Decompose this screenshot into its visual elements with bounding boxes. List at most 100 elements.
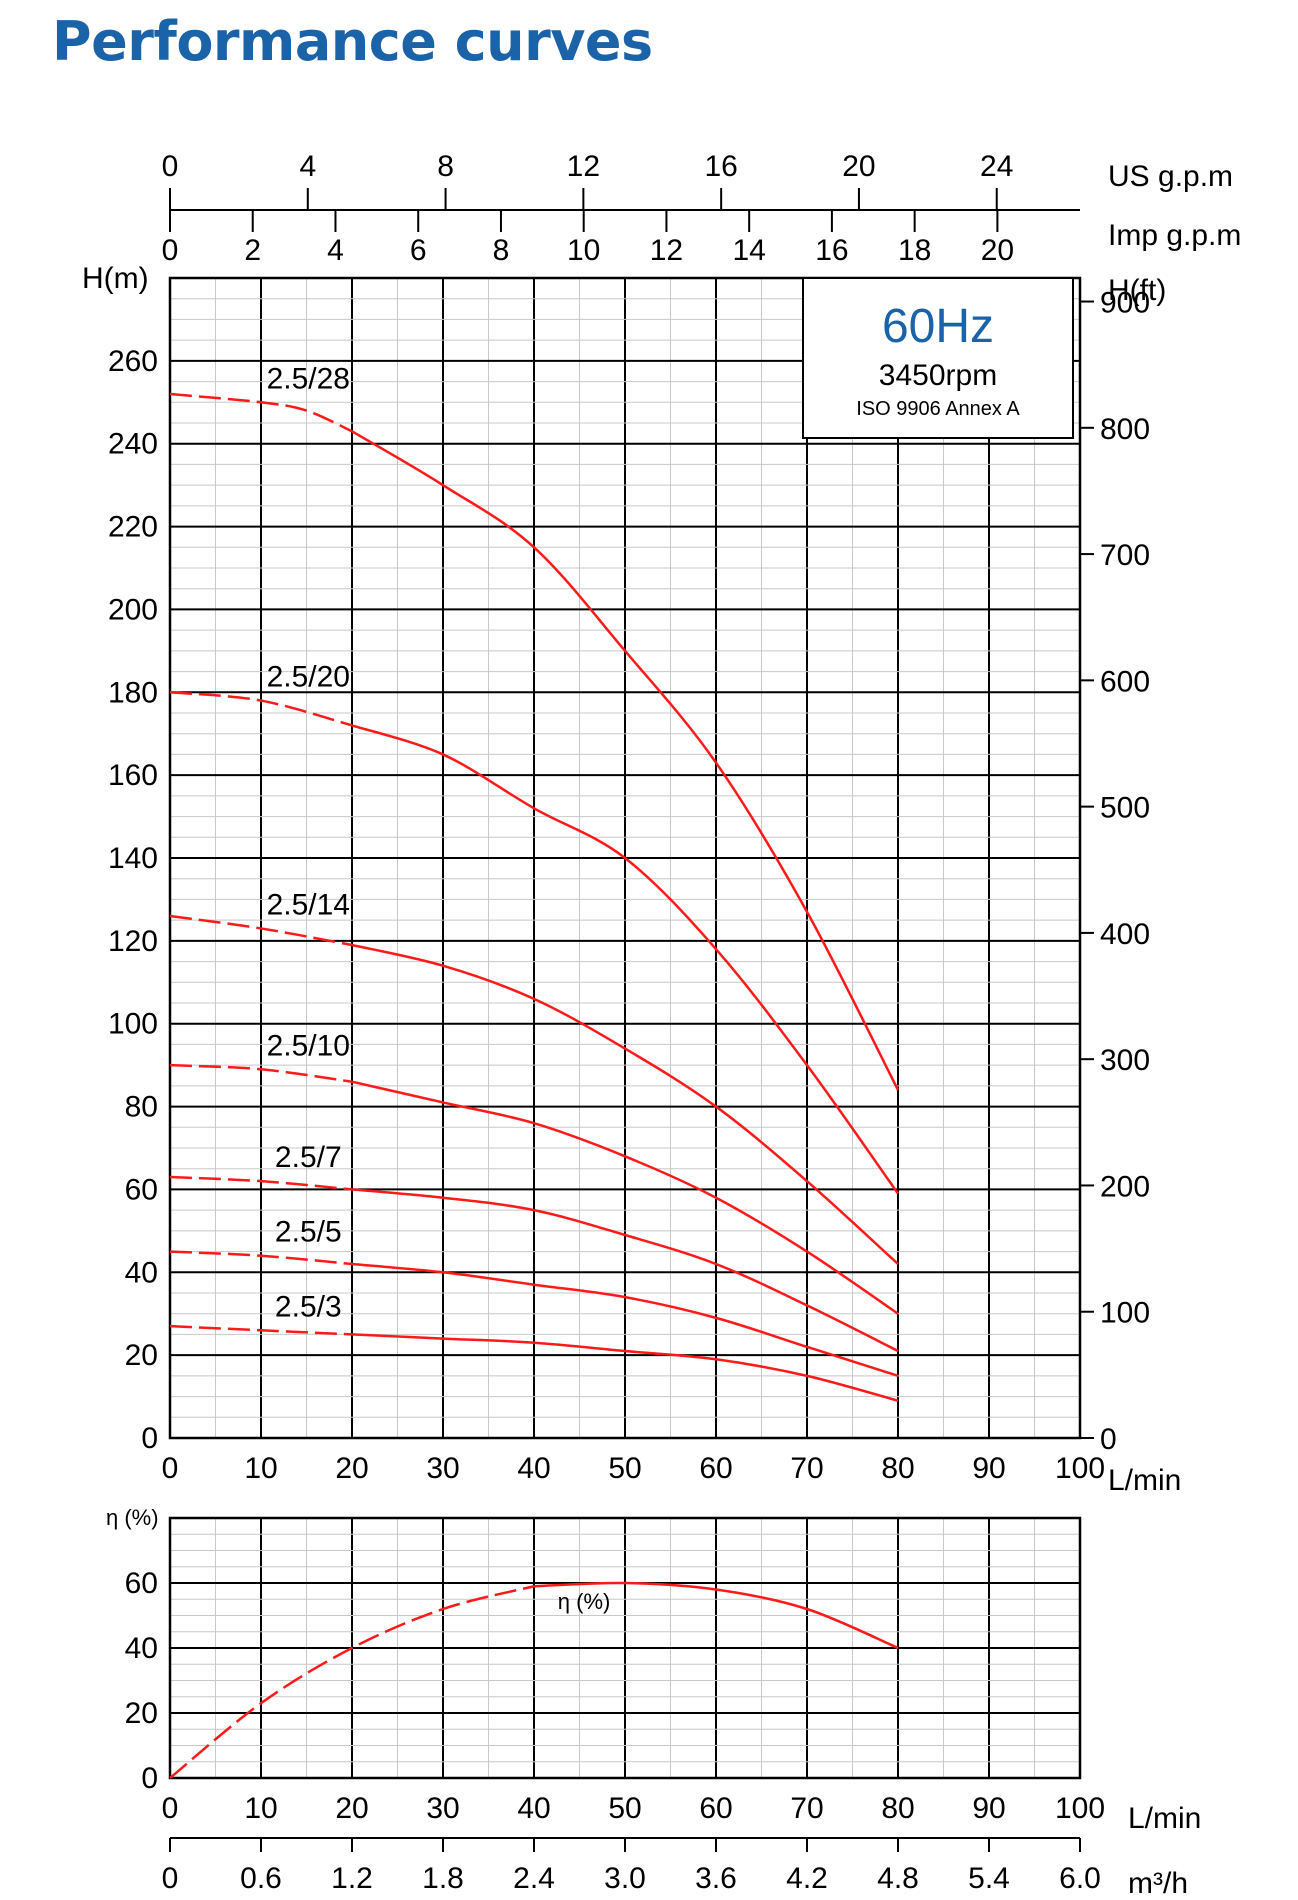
curve-label: 2.5/5: [275, 1216, 342, 1249]
flow-lmin-unit: L/min: [1108, 1464, 1181, 1497]
x-tick-label: 80: [881, 1452, 914, 1485]
curve-2.5-28: [351, 430, 900, 1091]
us-gpm-tick-label: 4: [299, 150, 316, 183]
y-tick-label: 60: [125, 1173, 158, 1206]
y2-tick-label: 900: [1100, 287, 1150, 320]
eff-x-tick-label: 20: [335, 1792, 368, 1825]
y-tick-label: 20: [125, 1339, 158, 1372]
curve-dashed-2.5-20: [169, 691, 353, 727]
curve-label: 2.5/28: [267, 362, 350, 395]
curve-2.5-14: [351, 943, 899, 1265]
curve-label: 2.5/7: [275, 1141, 342, 1174]
m3h-tick-label: 3.0: [604, 1862, 646, 1895]
y-tick-label: 200: [108, 593, 158, 626]
y-tick-label: 220: [108, 511, 158, 544]
y2-tick-label: 800: [1100, 413, 1150, 446]
y2-tick-label: 700: [1100, 539, 1150, 572]
head-curves: 2.5/28 2.5/20 2.5/14 2.5/10 2.5/7 2.5/5 2.5/3: [169, 362, 900, 1402]
y-tick-label: 140: [108, 842, 158, 875]
y-tick-label: 160: [108, 759, 158, 792]
m3h-tick-label: 0: [162, 1862, 179, 1895]
curve-label: 2.5/10: [267, 1029, 350, 1062]
y-tick-label: 180: [108, 676, 158, 709]
y2-tick-label: 100: [1100, 1297, 1150, 1330]
us-gpm-unit: US g.p.m: [1108, 160, 1233, 193]
y-tick-label: 40: [125, 1256, 158, 1289]
head-chart-axes: 0 10 20 30 40 50 60 70 80 90 100020406080100120140…: [108, 287, 1150, 1485]
y-tick-label: 120: [108, 925, 158, 958]
us-gpm-tick-label: 0: [162, 150, 179, 183]
eff-x-tick-label: 0: [162, 1792, 179, 1825]
eff-x-tick-label: 60: [699, 1792, 732, 1825]
flow-m3h-unit: m³/h: [1128, 1867, 1188, 1900]
x-tick-label: 30: [426, 1452, 459, 1485]
curve-dashed-2.5-7: [169, 1175, 353, 1191]
y-tick-label: 0: [141, 1422, 158, 1455]
y-tick-label: 260: [108, 345, 158, 378]
imp-gpm-tick-label: 2: [244, 234, 261, 267]
efficiency-unit: η (%): [106, 1505, 159, 1530]
eff-y-tick-label: 60: [125, 1567, 158, 1600]
imp-gpm-tick-label: 12: [650, 234, 683, 267]
imp-gpm-tick-label: 4: [327, 234, 344, 267]
eff-y-tick-label: 40: [125, 1632, 158, 1665]
curve-dashed-2.5-3: [169, 1324, 353, 1336]
imp-gpm-tick-label: 14: [732, 234, 765, 267]
m3h-tick-label: 1.2: [331, 1862, 373, 1895]
curve-dashed-2.5-14: [169, 914, 353, 947]
efficiency-curve-label: η (%): [558, 1589, 611, 1614]
y2-tick-label: 200: [1100, 1170, 1150, 1203]
us-gpm-tick-label: 16: [704, 150, 737, 183]
m3h-tick-label: 4.8: [877, 1862, 919, 1895]
curve-dashed-2.5-10: [169, 1063, 353, 1083]
top-flow-axes: 0 4 8 12 16 20 240 2 4 6 8 10 12 14 16 18 20: [162, 150, 1080, 267]
x-tick-label: 70: [790, 1452, 823, 1485]
x-tick-label: 60: [699, 1452, 732, 1485]
curve-label: 2.5/20: [267, 661, 350, 694]
us-gpm-tick-label: 24: [980, 150, 1013, 183]
x-tick-label: 0: [162, 1452, 179, 1485]
eff-y-tick-label: 0: [141, 1762, 158, 1795]
imp-gpm-tick-label: 20: [981, 234, 1014, 267]
m3h-tick-label: 6.0: [1059, 1862, 1101, 1895]
eff-x-tick-label: 50: [608, 1792, 641, 1825]
frequency-label: 60Hz: [882, 300, 994, 353]
efficiency-chart-grid: [168, 1516, 1082, 1780]
y2-tick-label: 600: [1100, 665, 1150, 698]
imp-gpm-tick-label: 0: [162, 234, 179, 267]
imp-gpm-tick-label: 8: [493, 234, 510, 267]
m3h-tick-label: 4.2: [786, 1862, 828, 1895]
eff-y-tick-label: 20: [125, 1697, 158, 1730]
page-title: Performance curves: [52, 10, 653, 73]
imp-gpm-tick-label: 10: [567, 234, 600, 267]
curve-dashed-2.5-5: [169, 1250, 353, 1266]
x-tick-label: 20: [335, 1452, 368, 1485]
y-tick-label: 240: [108, 428, 158, 461]
eff-x-tick-label: 30: [426, 1792, 459, 1825]
eff-x-tick-label: 70: [790, 1792, 823, 1825]
plot-frame: [168, 1516, 1082, 1780]
curve-2.5-3: [351, 1333, 899, 1402]
x-tick-label: 50: [608, 1452, 641, 1485]
standard-label: ISO 9906 Annex A: [856, 398, 1020, 420]
plot-frame: [168, 276, 1082, 1440]
efficiency-curve-dashed: [169, 1585, 535, 1779]
head-ft-unit: H(ft): [1108, 274, 1166, 307]
y2-tick-label: 300: [1100, 1044, 1150, 1077]
x-tick-label: 90: [972, 1452, 1005, 1485]
m3h-tick-label: 3.6: [695, 1862, 737, 1895]
y2-tick-label: 500: [1100, 792, 1150, 825]
us-gpm-tick-label: 12: [567, 150, 600, 183]
curve-label: 2.5/14: [267, 888, 350, 921]
us-gpm-tick-label: 8: [437, 150, 454, 183]
eff-x-tick-label: 10: [244, 1792, 277, 1825]
y-tick-label: 80: [125, 1091, 158, 1124]
imp-gpm-tick-label: 16: [815, 234, 848, 267]
curve-dashed-2.5-28: [169, 392, 353, 433]
eff-x-tick-label: 80: [881, 1792, 914, 1825]
curve-2.5-7: [351, 1188, 899, 1353]
imp-gpm-tick-label: 6: [410, 234, 427, 267]
y2-tick-label: 400: [1100, 918, 1150, 951]
x-tick-label: 40: [517, 1452, 550, 1485]
